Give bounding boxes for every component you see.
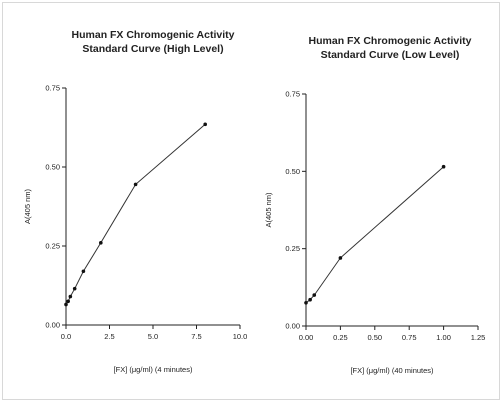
x-tick-label: 0.50 <box>367 333 382 342</box>
y-tick-label: 0.00 <box>45 321 60 330</box>
data-point <box>133 182 138 187</box>
data-point <box>99 241 103 245</box>
x-axis-label: [FX] (μg/ml) (40 minutes) <box>350 366 434 375</box>
x-tick-label: 1.25 <box>471 333 486 342</box>
series-line <box>305 166 444 304</box>
data-point <box>66 299 70 304</box>
chart-title-line: Standard Curve (High Level) <box>82 43 223 55</box>
y-tick-label: 0.25 <box>285 244 300 253</box>
data-point <box>338 256 343 260</box>
y-tick-label: 0.50 <box>45 163 60 172</box>
y-tick-label: 0.75 <box>285 90 300 99</box>
chart-high-level: Human FX Chromogenic Activity Standard Cu… <box>23 29 247 374</box>
y-tick-label: 0.25 <box>45 242 60 251</box>
data-point <box>308 297 312 302</box>
chart-title-line: Human FX Chromogenic Activity <box>72 29 235 41</box>
y-tick-label: 0.75 <box>45 84 60 93</box>
y-axis-label: A(405 nm) <box>264 192 273 228</box>
data-point <box>68 294 73 299</box>
x-tick-label: 7.5 <box>191 332 201 341</box>
x-tick-label: 5.0 <box>148 332 158 341</box>
x-tick-label: 2.5 <box>104 332 114 341</box>
x-tick-label: 0.75 <box>402 333 417 342</box>
chart-low-level: Human FX Chromogenic Activity Standard Cu… <box>264 35 485 375</box>
x-tick-label: 0.0 <box>61 332 71 341</box>
x-tick-label: 0.00 <box>299 333 314 342</box>
data-point <box>441 164 446 169</box>
y-tick-label: 0.50 <box>285 167 300 176</box>
figure-frame <box>2 2 500 400</box>
data-point <box>312 293 317 297</box>
data-point <box>203 122 207 127</box>
series-line <box>65 123 206 305</box>
chart-title-line: Standard Curve (Low Level) <box>321 49 460 61</box>
y-tick-label: 0.00 <box>285 322 300 331</box>
x-tick-label: 1.00 <box>436 333 451 342</box>
data-point <box>64 302 68 307</box>
chart-title-line: Human FX Chromogenic Activity <box>309 35 472 47</box>
y-axis-label: A(405 nm) <box>23 188 32 224</box>
x-axis-label: [FX] (μg/ml) (4 minutes) <box>114 365 193 374</box>
x-tick-label: 0.25 <box>333 333 348 342</box>
data-point <box>72 286 77 291</box>
data-point <box>81 269 86 274</box>
x-tick-label: 10.0 <box>233 332 248 341</box>
data-point <box>304 301 308 305</box>
